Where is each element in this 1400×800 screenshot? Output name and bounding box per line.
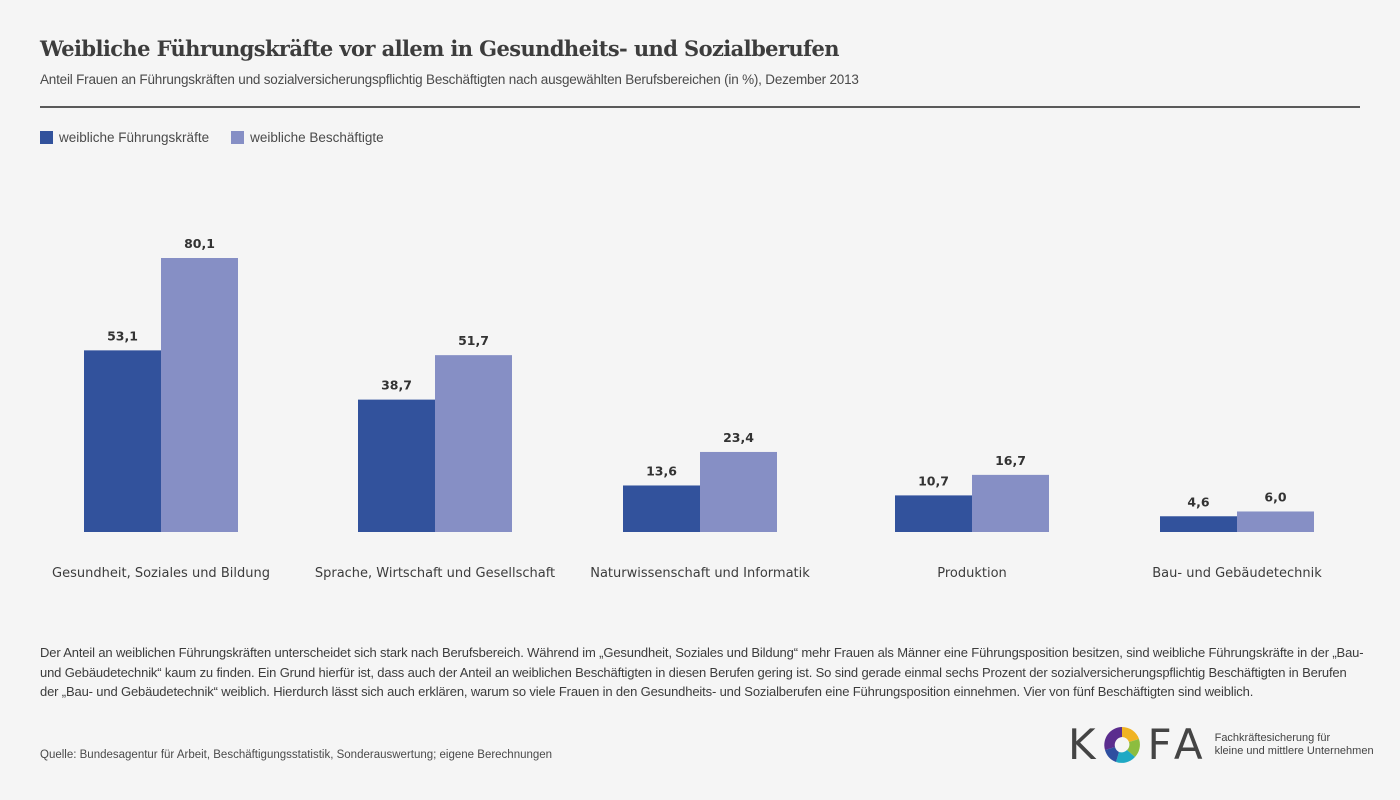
value-label-weibliche-beschaeftigte: 80,1: [184, 236, 215, 251]
bar-weibliche-fuehrungskraefte: [895, 495, 972, 532]
bar-weibliche-fuehrungskraefte: [623, 485, 700, 532]
legend-item-beschaeftigte: weibliche Beschäftigte: [231, 130, 384, 145]
bar-weibliche-fuehrungskraefte: [358, 399, 435, 532]
bar-group-sprache-wirtschaft-und-gesellschaft: 38,7 51,7 Sprache, Wirtschaft und Gesellsc…: [315, 333, 555, 581]
bar-weibliche-beschaeftigte: [161, 258, 238, 532]
logo-tagline-line-2: kleine und mittlere Unternehmen: [1214, 745, 1374, 757]
legend-item-fuehrungskraefte: weibliche Führungskräfte: [40, 130, 209, 145]
header-divider: [40, 106, 1360, 108]
bar-group-bau-und-gebaeudetechnik: 4,6 6,0 Bau- und Gebäudetechnik: [1152, 489, 1322, 581]
category-label: Naturwissenschaft und Informatik: [590, 566, 810, 581]
source-note: Quelle: Bundesagentur für Arbeit, Beschä…: [40, 749, 553, 761]
bar-group-naturwissenschaft-und-informatik: 13,6 23,4 Naturwissenschaft und Informatik: [590, 430, 810, 581]
value-label-weibliche-fuehrungskraefte: 10,7: [918, 473, 949, 488]
value-label-weibliche-beschaeftigte: 23,4: [723, 430, 754, 445]
logo-wordmark: K FA: [1068, 724, 1209, 766]
legend-swatch-fuehrungskraefte: [40, 131, 53, 144]
logo-letter-k: K: [1068, 720, 1102, 769]
value-label-weibliche-fuehrungskraefte: 38,7: [381, 378, 412, 393]
value-label-weibliche-beschaeftigte: 51,7: [458, 333, 489, 348]
bar-group-gesundheit-soziales-und-bildung: 53,1 80,1 Gesundheit, Soziales und Bildung: [52, 236, 270, 581]
bar-weibliche-beschaeftigte: [700, 451, 777, 532]
category-label: Gesundheit, Soziales und Bildung: [52, 566, 270, 581]
legend-label-beschaeftigte: weibliche Beschäftigte: [250, 130, 384, 145]
value-label-weibliche-fuehrungskraefte: 4,6: [1187, 494, 1209, 509]
legend-label-fuehrungskraefte: weibliche Führungskräfte: [59, 130, 210, 145]
kofa-logo: K FA Fachkräftesicherung für kleine und …: [1068, 724, 1374, 766]
description-text: Der Anteil an weiblichen Führungskräften…: [40, 645, 1364, 699]
bar-chart: 53,1 80,1 Gesundheit, Soziales und Bildung…: [52, 236, 1322, 581]
chart-subtitle: Anteil Frauen an Führungskräften und soz…: [40, 72, 859, 87]
kofa-ring-icon: [1103, 727, 1140, 763]
bar-weibliche-beschaeftigte: [435, 355, 512, 532]
logo-tagline-line-1: Fachkräftesicherung für: [1214, 732, 1331, 744]
bar-group-produktion: 10,7 16,7 Produktion: [895, 453, 1049, 581]
logo-letters-fa: FA: [1147, 720, 1209, 769]
legend: weibliche Führungskräfte weibliche Besch…: [40, 130, 384, 145]
value-label-weibliche-fuehrungskraefte: 13,6: [646, 463, 677, 478]
category-label: Sprache, Wirtschaft und Gesellschaft: [315, 566, 555, 581]
logo-tagline: Fachkräftesicherung für kleine und mittl…: [1215, 732, 1374, 758]
category-label: Produktion: [937, 566, 1007, 581]
value-label-weibliche-beschaeftigte: 6,0: [1264, 489, 1286, 504]
category-label: Bau- und Gebäudetechnik: [1152, 566, 1322, 581]
value-label-weibliche-beschaeftigte: 16,7: [995, 453, 1026, 468]
bar-weibliche-fuehrungskraefte: [1160, 516, 1237, 532]
bar-weibliche-beschaeftigte: [972, 474, 1049, 532]
legend-swatch-beschaeftigte: [231, 131, 245, 144]
bar-weibliche-fuehrungskraefte: [84, 350, 161, 532]
bar-weibliche-beschaeftigte: [1237, 511, 1314, 532]
value-label-weibliche-fuehrungskraefte: 53,1: [107, 328, 138, 343]
chart-title: Weibliche Führungskräfte vor allem in Ge…: [40, 36, 840, 61]
